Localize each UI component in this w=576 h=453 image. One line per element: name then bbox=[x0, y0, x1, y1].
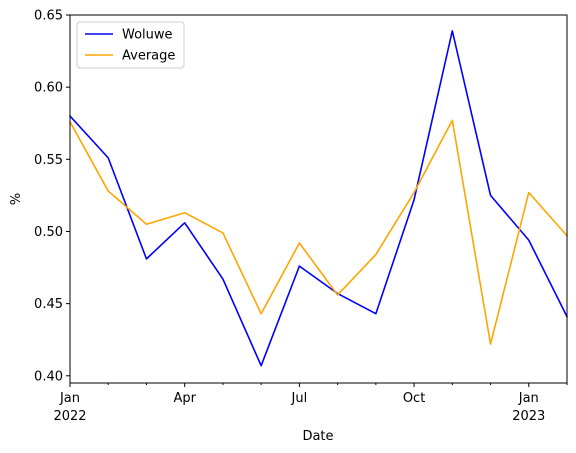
series-line-average bbox=[68, 119, 569, 345]
y-tick-label: 0.55 bbox=[34, 153, 63, 168]
y-axis-label: % bbox=[9, 193, 24, 205]
y-tick-label: 0.65 bbox=[34, 9, 63, 24]
x-tick-label: Apr bbox=[173, 391, 196, 406]
x-axis-label: Date bbox=[302, 429, 333, 444]
series-line-woluwe bbox=[68, 30, 569, 367]
y-tick-label: 0.60 bbox=[34, 81, 63, 96]
legend-label-average: Average bbox=[122, 49, 175, 64]
x-tick-year-label: 2023 bbox=[512, 409, 545, 424]
legend: Woluwe Average bbox=[76, 21, 185, 69]
x-tick-year-label: 2022 bbox=[53, 409, 86, 424]
y-tick-label: 0.40 bbox=[34, 369, 63, 384]
plot-lines bbox=[68, 30, 569, 367]
x-tick-label: Jul bbox=[291, 391, 308, 406]
x-axis: Jan 2022 Apr Jul Oct Jan 2023 bbox=[53, 383, 568, 424]
x-tick-label: Jan bbox=[59, 391, 80, 406]
plot-frame bbox=[69, 14, 568, 384]
y-axis: 0.40 0.45 0.50 0.55 0.60 0.65 bbox=[34, 9, 70, 384]
x-tick-label: Jan bbox=[518, 391, 539, 406]
y-tick-label: 0.50 bbox=[34, 225, 63, 240]
legend-label-woluwe: Woluwe bbox=[122, 28, 173, 43]
x-tick-label: Oct bbox=[403, 391, 425, 406]
y-tick-label: 0.45 bbox=[34, 297, 63, 312]
